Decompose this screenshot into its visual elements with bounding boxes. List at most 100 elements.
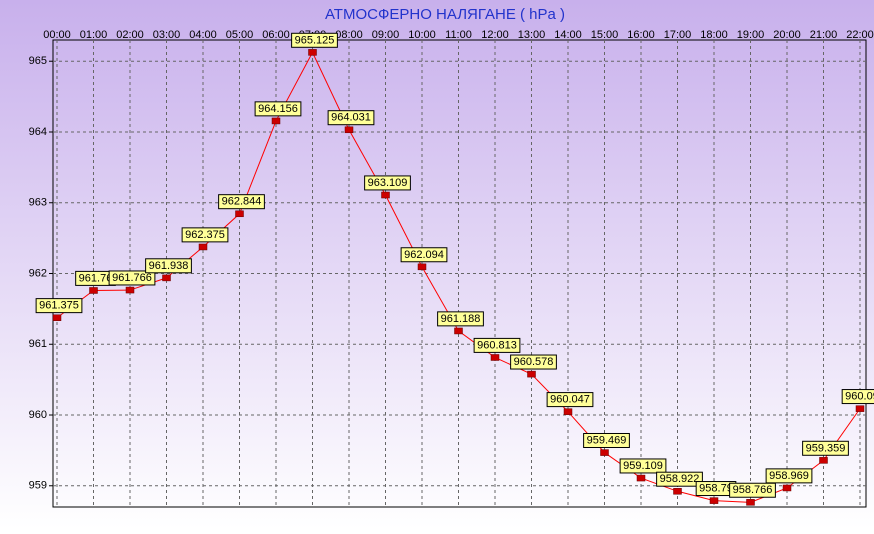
data-point xyxy=(709,497,719,504)
data-label: 962.094 xyxy=(400,247,448,263)
data-label-text: 961.938 xyxy=(149,260,189,272)
data-label-text: 958.969 xyxy=(769,470,809,482)
data-label-box xyxy=(656,471,703,487)
data-label-text: 958.922 xyxy=(660,473,700,485)
x-tick-label: 03:00 xyxy=(153,29,181,41)
data-label-text: 958.766 xyxy=(733,484,773,496)
x-tick-label: 18:00 xyxy=(700,29,728,41)
data-label-text: 962.844 xyxy=(222,196,262,208)
data-label-text: 962.094 xyxy=(404,249,444,261)
x-tick-label: 08:00 xyxy=(335,29,363,41)
x-tick-label: 06:00 xyxy=(262,29,290,41)
y-tick-label: 960 xyxy=(29,409,47,421)
x-tick-label: 22:00 xyxy=(846,29,874,41)
x-tick-label: 12:00 xyxy=(481,29,509,41)
data-label-text: 960.047 xyxy=(550,394,590,406)
data-label-text: 963.109 xyxy=(368,177,408,189)
x-tick-label: 14:00 xyxy=(554,29,582,41)
data-label-box xyxy=(218,194,265,210)
data-label-text: 960.578 xyxy=(514,356,554,368)
data-label-text: 961.375 xyxy=(39,300,79,312)
data-label: 961.938 xyxy=(145,258,192,274)
data-point xyxy=(819,457,828,464)
data-point xyxy=(235,210,244,218)
y-tick-label: 962 xyxy=(29,267,47,279)
x-tick-label: 11:00 xyxy=(445,29,472,41)
x-tick-label: 09:00 xyxy=(372,29,400,41)
data-label-box xyxy=(619,458,667,474)
data-label: 964.031 xyxy=(327,110,375,126)
y-tick-label: 963 xyxy=(29,197,47,209)
data-point xyxy=(308,49,317,56)
data-point xyxy=(746,499,755,506)
data-point xyxy=(563,408,573,415)
data-point xyxy=(636,474,646,482)
x-tick-label: 20:00 xyxy=(773,29,801,41)
data-point xyxy=(162,274,171,282)
data-label-text: 964.156 xyxy=(258,103,298,115)
data-label-box xyxy=(145,258,192,274)
data-label-text: 958.79 xyxy=(699,483,733,495)
data-point xyxy=(527,370,536,378)
data-label-text: 959.359 xyxy=(806,442,846,454)
data-label-text: 961.766 xyxy=(112,272,152,284)
data-label: 964.156 xyxy=(254,101,302,117)
data-label-box xyxy=(400,247,448,263)
data-label-box xyxy=(841,389,874,405)
data-label-box xyxy=(254,101,302,117)
data-label-box xyxy=(181,227,229,243)
data-label: 960.047 xyxy=(546,392,594,408)
data-label-box xyxy=(583,432,630,448)
data-label-text: 965.125 xyxy=(295,34,335,46)
data-point xyxy=(271,117,281,125)
data-label: 959.469 xyxy=(583,432,630,448)
data-label: 960.578 xyxy=(510,354,557,370)
data-label: 961.76 xyxy=(75,270,116,286)
y-tick-label: 964 xyxy=(29,126,47,138)
y-tick-label: 961 xyxy=(29,338,47,350)
x-tick-label: 10:00 xyxy=(408,29,436,41)
data-label-text: 960.09 xyxy=(845,391,874,403)
data-point xyxy=(673,488,682,495)
data-label-box xyxy=(327,110,375,126)
data-label-box xyxy=(473,337,521,353)
data-label: 959.109 xyxy=(619,458,667,474)
data-label-text: 962.375 xyxy=(185,229,225,241)
data-label: 961.188 xyxy=(437,311,484,327)
x-tick-label: 19:00 xyxy=(737,29,765,41)
data-point xyxy=(125,286,135,294)
data-point xyxy=(490,354,500,361)
data-label: 959.359 xyxy=(802,440,849,456)
data-label: 960.09 xyxy=(841,389,874,405)
data-label: 958.79 xyxy=(695,481,737,497)
data-label: 962.375 xyxy=(181,227,229,243)
data-label: 963.109 xyxy=(364,175,411,191)
data-label: 958.922 xyxy=(656,471,703,487)
data-label-box xyxy=(108,270,156,286)
data-label-text: 959.109 xyxy=(623,460,663,472)
data-point xyxy=(454,327,463,335)
data-label: 958.969 xyxy=(765,468,813,484)
x-tick-label: 16:00 xyxy=(627,29,655,41)
y-tick-label: 959 xyxy=(29,480,47,492)
data-point xyxy=(855,405,865,412)
x-tick-label: 02:00 xyxy=(116,29,144,41)
x-tick-label: 05:00 xyxy=(226,29,254,41)
data-label-box xyxy=(765,468,813,484)
data-label-text: 959.469 xyxy=(587,434,627,446)
x-tick-label: 00:00 xyxy=(43,29,71,41)
data-label-text: 960.813 xyxy=(477,339,517,351)
data-point xyxy=(600,449,609,456)
data-label: 958.766 xyxy=(729,482,776,498)
x-tick-label: 21:00 xyxy=(810,29,838,41)
x-tick-label: 13:00 xyxy=(518,29,546,41)
data-label: 960.813 xyxy=(473,337,521,353)
data-label: 965.125 xyxy=(291,32,338,48)
data-point xyxy=(417,263,427,271)
data-label-box xyxy=(437,311,484,327)
data-label: 961.375 xyxy=(35,298,83,314)
data-label-box xyxy=(510,354,557,370)
data-label: 961.766 xyxy=(108,270,156,286)
